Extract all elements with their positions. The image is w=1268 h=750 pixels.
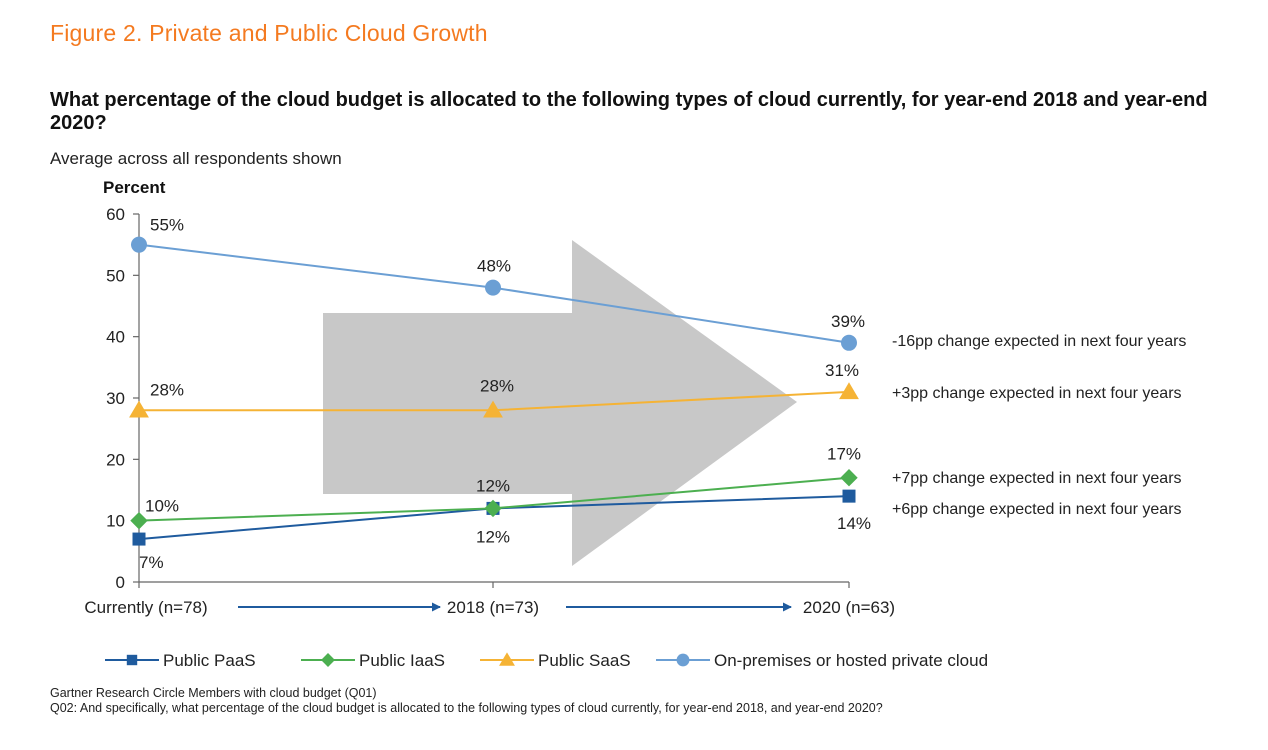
legend-label: Public SaaS xyxy=(538,651,631,670)
y-tick-label: 0 xyxy=(116,573,125,592)
data-label: 12% xyxy=(476,527,510,546)
data-label: 28% xyxy=(150,380,184,399)
data-label: 39% xyxy=(831,312,865,331)
change-annotation: +3pp change expected in next four years xyxy=(892,385,1182,402)
x-category-label: Currently (n=78) xyxy=(84,598,207,617)
legend-marker xyxy=(676,653,690,667)
data-label: 31% xyxy=(825,361,859,380)
legend-marker xyxy=(499,652,515,666)
x-category-label: 2018 (n=73) xyxy=(447,598,539,617)
data-label: 10% xyxy=(145,497,179,516)
y-axis-label: Percent xyxy=(103,178,166,197)
legend-marker xyxy=(321,653,335,667)
x-category-label: 2020 (n=63) xyxy=(803,598,895,617)
footnote-line-2: Q02: And specifically, what percentage o… xyxy=(50,701,883,715)
y-tick-label: 50 xyxy=(106,266,125,285)
chart-subtitle: Average across all respondents shown xyxy=(50,149,342,168)
data-label: 7% xyxy=(139,553,164,572)
data-label: 55% xyxy=(150,216,184,235)
legend-label: Public PaaS xyxy=(163,651,256,670)
y-tick-label: 30 xyxy=(106,389,125,408)
y-tick-label: 60 xyxy=(106,205,125,224)
legend-label: Public IaaS xyxy=(359,651,445,670)
data-point xyxy=(839,382,859,400)
footnote-line-1: Gartner Research Circle Members with clo… xyxy=(50,686,377,700)
data-point xyxy=(842,489,856,503)
legend-marker xyxy=(126,654,138,666)
y-tick-label: 20 xyxy=(106,450,125,469)
data-label: 12% xyxy=(476,476,510,495)
data-point xyxy=(129,400,149,418)
data-point xyxy=(483,400,503,418)
data-point xyxy=(130,511,148,530)
data-point xyxy=(485,279,501,296)
figure-title: Figure 2. Private and Public Cloud Growt… xyxy=(50,20,488,46)
change-annotation: +6pp change expected in next four years xyxy=(892,501,1182,518)
data-label: 17% xyxy=(827,445,861,464)
data-point xyxy=(132,532,146,546)
data-label: 48% xyxy=(477,257,511,276)
data-point xyxy=(840,469,858,487)
data-label: 14% xyxy=(837,514,871,533)
chart-question: What percentage of the cloud budget is a… xyxy=(50,89,1208,134)
legend-label: On-premises or hosted private cloud xyxy=(714,651,988,670)
change-annotation: +7pp change expected in next four years xyxy=(892,470,1182,487)
change-annotation: -16pp change expected in next four years xyxy=(892,333,1186,350)
data-point xyxy=(841,334,857,351)
data-point xyxy=(131,236,147,253)
y-tick-label: 40 xyxy=(106,328,125,347)
data-point xyxy=(484,499,502,518)
background-arrow xyxy=(323,240,797,566)
chart-footnote: Gartner Research Circle Members with clo… xyxy=(50,686,883,716)
data-label: 28% xyxy=(480,376,514,395)
y-tick-label: 10 xyxy=(106,512,125,531)
